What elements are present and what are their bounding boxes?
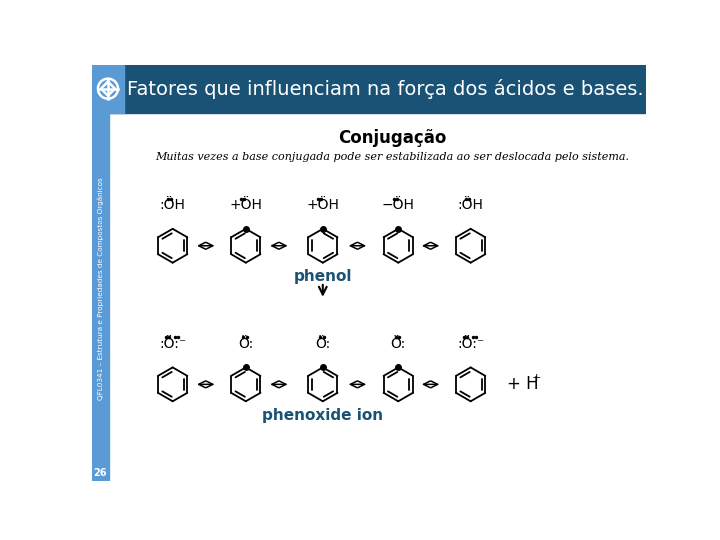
Bar bbox=[92, 112, 109, 481]
Text: :ÖH: :ÖH bbox=[458, 198, 484, 212]
Text: Fatores que influenciam na força dos ácidos e bases.: Fatores que influenciam na força dos áci… bbox=[127, 79, 644, 99]
Text: phenol: phenol bbox=[294, 269, 352, 284]
Text: Conjugação: Conjugação bbox=[338, 129, 446, 147]
Text: +ÖH: +ÖH bbox=[230, 198, 262, 212]
Text: :ÖH: :ÖH bbox=[160, 198, 186, 212]
Bar bbox=[92, 65, 124, 112]
Text: +: + bbox=[532, 373, 541, 383]
Text: phenoxide ion: phenoxide ion bbox=[262, 408, 383, 423]
Text: Ö:: Ö: bbox=[315, 336, 330, 350]
Text: −ÖH: −ÖH bbox=[382, 198, 415, 212]
Text: Muitas vezes a base conjugada pode ser estabilizada ao ser deslocada pelo sistem: Muitas vezes a base conjugada pode ser e… bbox=[155, 152, 629, 162]
Text: +ÖH: +ÖH bbox=[307, 198, 339, 212]
Text: 26: 26 bbox=[94, 468, 107, 478]
Text: :Ö:⁻: :Ö:⁻ bbox=[457, 336, 485, 350]
Bar bbox=[92, 65, 647, 112]
Text: Ö:: Ö: bbox=[238, 336, 253, 350]
Text: Ö:: Ö: bbox=[391, 336, 406, 350]
Text: :Ö:⁻: :Ö:⁻ bbox=[159, 336, 186, 350]
Text: QFL0341 – Estrutura e Propriedades de Compostos Orgânicos: QFL0341 – Estrutura e Propriedades de Co… bbox=[97, 178, 104, 400]
Text: + H: + H bbox=[507, 375, 539, 393]
